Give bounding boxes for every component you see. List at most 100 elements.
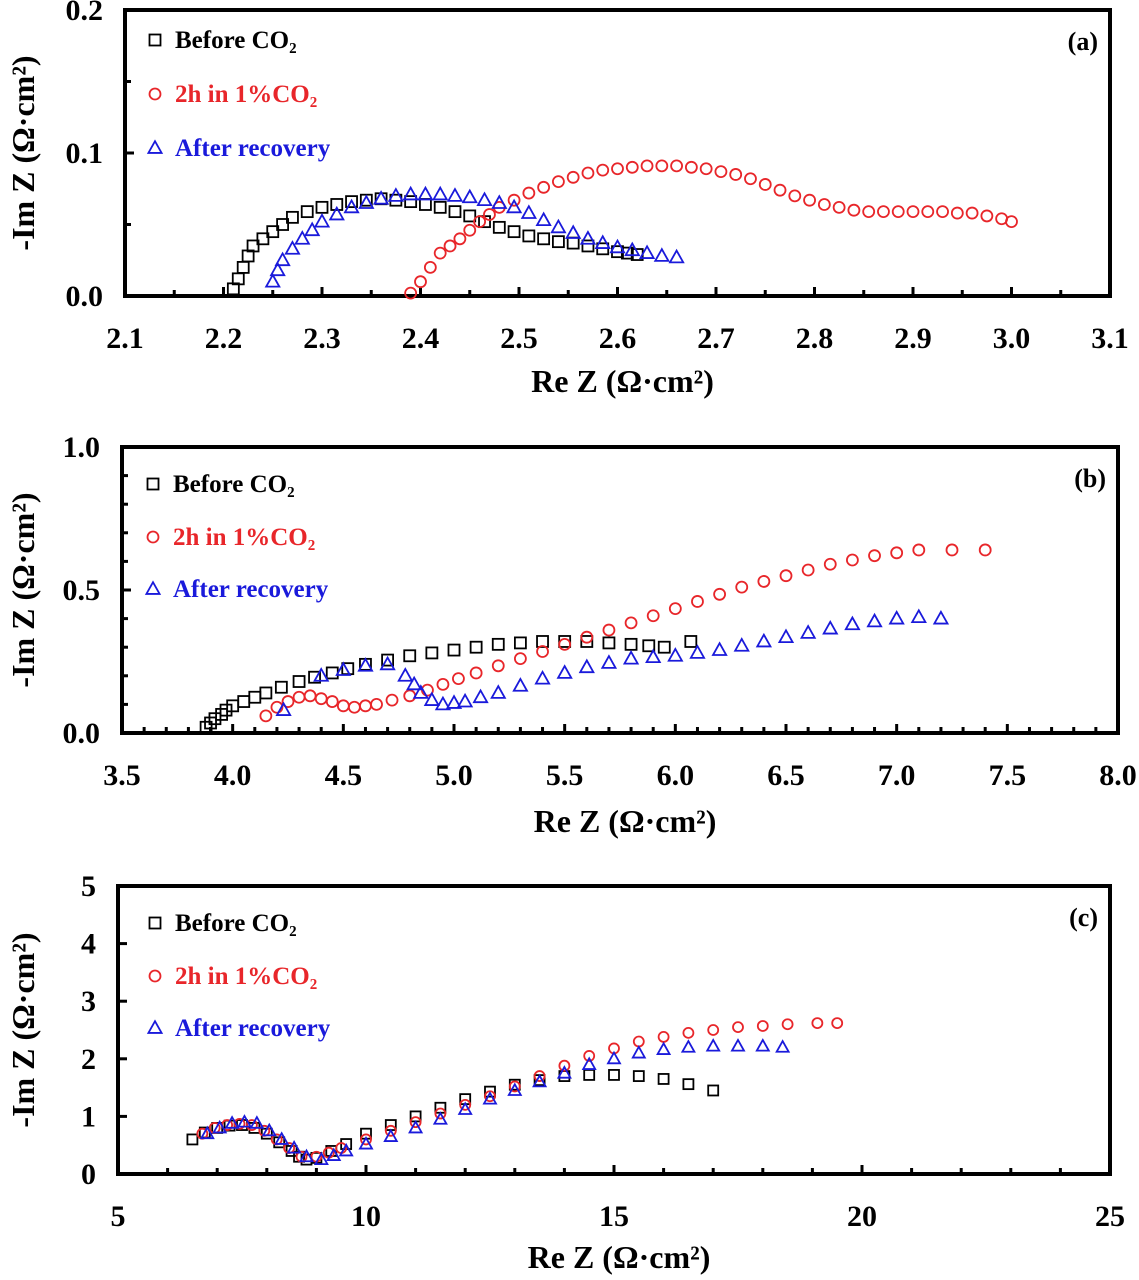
data-point <box>642 639 656 653</box>
data-point <box>733 637 750 652</box>
data-point <box>638 244 656 259</box>
data-point <box>520 204 537 219</box>
data-point <box>226 699 240 713</box>
data-point <box>314 692 328 706</box>
data-point <box>735 580 749 594</box>
data-point <box>336 699 350 713</box>
data-point <box>552 175 565 189</box>
data-point <box>423 691 441 706</box>
data-point <box>888 609 905 625</box>
data-point <box>580 635 594 648</box>
data-point <box>965 206 979 220</box>
legend-label: After recovery <box>175 1015 331 1042</box>
data-point <box>978 543 992 557</box>
data-point <box>325 695 339 708</box>
data-point <box>657 640 671 654</box>
data-point <box>412 684 429 699</box>
data-point <box>304 221 321 237</box>
data-point <box>308 670 321 684</box>
data-point <box>817 198 831 211</box>
data-point <box>537 232 551 246</box>
y-tick-label: 1 <box>81 1100 96 1133</box>
data-point <box>558 637 572 651</box>
data-point <box>432 1111 448 1125</box>
data-point <box>300 205 314 219</box>
data-point <box>357 657 374 672</box>
x-tick-label: 3.5 <box>103 759 141 792</box>
data-point <box>522 186 536 200</box>
data-point <box>469 666 483 680</box>
data-point <box>433 200 447 214</box>
data-point <box>512 677 529 692</box>
y-tick-label: 1.0 <box>63 431 101 464</box>
legend-marker <box>146 477 160 491</box>
data-point <box>729 168 743 181</box>
legend-marker <box>148 33 162 47</box>
y-tick-label: 0.1 <box>66 137 104 170</box>
legend-label: 2h in 1%CO₂ <box>175 81 317 108</box>
data-point <box>632 1070 645 1082</box>
data-point <box>508 1080 521 1093</box>
data-point <box>236 1114 253 1128</box>
data-point <box>596 163 610 177</box>
data-point <box>945 543 959 557</box>
data-point <box>622 649 640 665</box>
data-point <box>556 1065 572 1079</box>
data-point <box>402 185 419 201</box>
data-point <box>224 1115 240 1129</box>
x-tick-label: 7.0 <box>878 759 916 792</box>
data-point <box>950 206 964 220</box>
data-point <box>640 159 654 173</box>
data-point <box>204 716 217 730</box>
data-point <box>286 1140 302 1154</box>
data-point <box>799 624 817 639</box>
data-point <box>581 1056 597 1070</box>
x-tick-label: 3.1 <box>1091 322 1129 355</box>
x-tick-label: 15 <box>599 1200 629 1233</box>
data-point <box>370 698 383 711</box>
legend-label: Before CO₂ <box>173 471 295 498</box>
data-point <box>408 1119 424 1134</box>
data-point <box>684 635 698 648</box>
data-point <box>381 653 395 667</box>
legend-marker <box>148 916 162 930</box>
x-tick-label: 10 <box>351 1200 381 1233</box>
data-point <box>233 1117 246 1130</box>
data-point <box>417 185 434 201</box>
data-point <box>682 1026 695 1039</box>
data-point <box>303 689 317 703</box>
data-point <box>656 1041 672 1055</box>
data-point <box>822 619 839 635</box>
data-point <box>756 1020 769 1032</box>
data-point <box>345 195 358 209</box>
data-point <box>463 223 477 237</box>
data-point <box>248 690 262 704</box>
data-point <box>208 712 222 726</box>
data-point <box>732 1021 744 1034</box>
data-point <box>600 654 618 669</box>
x-tick-label: 25 <box>1095 1200 1125 1233</box>
data-point <box>326 1147 342 1161</box>
data-point <box>583 1050 596 1062</box>
data-point <box>259 686 273 700</box>
data-point <box>384 1124 397 1137</box>
data-point <box>552 235 565 249</box>
data-point <box>534 669 551 685</box>
data-point <box>315 200 329 214</box>
data-point <box>491 659 505 673</box>
legend-label: After recovery <box>175 135 331 162</box>
data-point <box>360 1133 372 1146</box>
data-point <box>556 664 573 679</box>
data-point <box>890 546 904 560</box>
data-point <box>912 543 926 557</box>
data-point <box>558 1059 571 1072</box>
data-point <box>261 1122 277 1137</box>
legend-label: After recovery <box>173 576 329 603</box>
data-point <box>461 188 478 204</box>
legend-marker <box>144 580 162 595</box>
data-point <box>476 191 493 207</box>
data-point <box>372 190 390 205</box>
x-tick-label: 3.0 <box>993 322 1031 355</box>
data-point <box>325 666 339 680</box>
